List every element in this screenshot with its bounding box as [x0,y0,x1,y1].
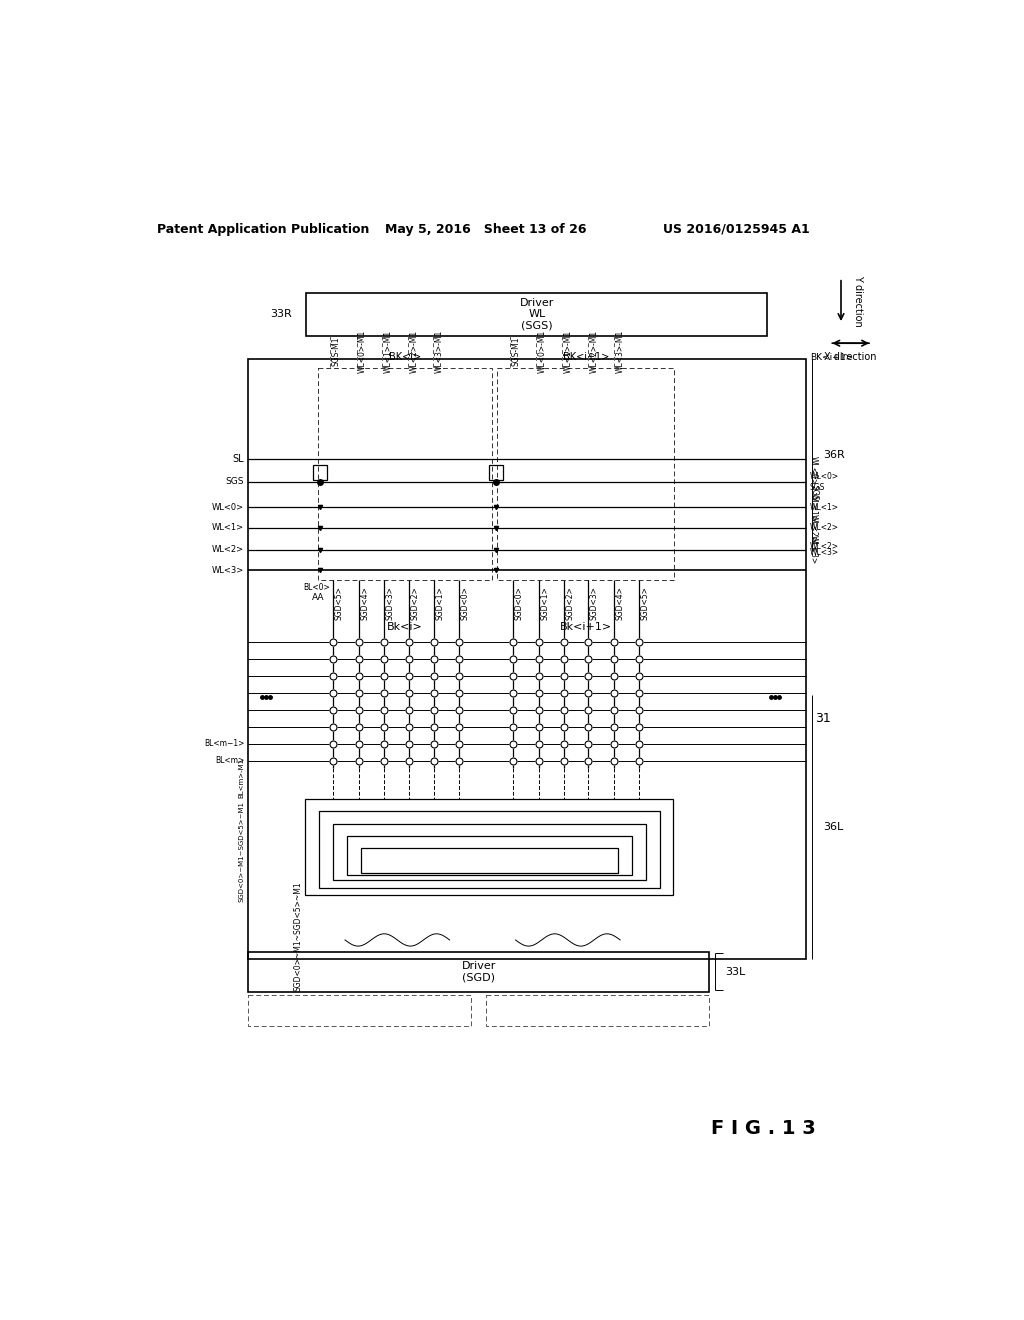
Text: WL<1>: WL<1> [212,524,245,532]
Text: WL<1>-M1: WL<1>-M1 [384,330,393,374]
Text: Driver
WL
(SGS): Driver WL (SGS) [519,298,554,331]
Text: WL<1>: WL<1> [809,492,818,521]
Text: SGD<1>: SGD<1> [541,586,549,620]
Text: BK<i+1>: BK<i+1> [810,352,853,362]
Text: WL<0>-M1: WL<0>-M1 [538,330,547,374]
Text: X direction: X direction [824,352,877,363]
Text: May 5, 2016   Sheet 13 of 26: May 5, 2016 Sheet 13 of 26 [385,223,587,236]
Text: SGD<3>: SGD<3> [385,586,394,620]
Text: SGD<4>: SGD<4> [615,586,625,620]
Text: SGD<0>~M1~SGD<5>~M1: SGD<0>~M1~SGD<5>~M1 [293,882,302,991]
Text: WL<2>-M1: WL<2>-M1 [410,330,419,374]
Text: SGS: SGS [225,478,245,486]
Text: WL<1>-M1: WL<1>-M1 [563,330,572,374]
Text: Driver
(SGD): Driver (SGD) [462,961,496,982]
Text: WL<2>: WL<2> [810,543,839,550]
Text: SGD<2>: SGD<2> [565,586,574,620]
Bar [317,368,493,581]
Text: AA: AA [311,593,324,602]
Text: SGS-M1: SGS-M1 [512,337,520,367]
Bar [313,465,328,480]
Bar [333,825,646,880]
Text: WL<0>: WL<0> [810,473,839,480]
Text: WL<2>: WL<2> [809,513,818,543]
Text: 31: 31 [815,713,831,726]
Text: WL<1>: WL<1> [810,503,839,512]
Text: Bk<i>: Bk<i> [387,622,423,631]
Text: WL<3>-M1: WL<3>-M1 [615,330,625,374]
Text: SGD<0>: SGD<0> [461,586,469,620]
Bar [305,799,673,895]
Text: Bk<i+1>: Bk<i+1> [559,622,611,631]
Text: SGD<4>: SGD<4> [360,586,370,620]
Text: WL<0>: WL<0> [212,503,245,512]
Text: BL<0>: BL<0> [303,582,330,591]
Text: SGD<2>: SGD<2> [410,586,419,620]
Text: WL<0>: WL<0> [809,457,818,486]
Bar [489,465,503,480]
Text: F I G . 1 3: F I G . 1 3 [711,1119,816,1138]
Text: WL<2>-M1: WL<2>-M1 [590,330,599,374]
Bar [248,952,710,991]
Bar [360,849,617,873]
Bar [248,359,806,960]
Text: BK<i>: BK<i> [389,351,421,362]
Text: SGD<1>: SGD<1> [435,586,444,620]
Text: Patent Application Publication: Patent Application Publication [158,223,370,236]
Text: 36L: 36L [823,822,844,832]
Text: Y direction: Y direction [853,275,863,327]
Text: 36R: 36R [823,450,845,459]
Bar [346,836,632,874]
Text: BL<m>: BL<m> [215,756,245,766]
Text: US 2016/0125945 A1: US 2016/0125945 A1 [663,223,810,236]
Bar [306,293,767,335]
Text: SGD<0>: SGD<0> [515,586,523,620]
Text: WL<3>-M1: WL<3>-M1 [435,330,443,374]
Text: 33L: 33L [725,966,745,977]
Text: BL<m−1>: BL<m−1> [204,739,245,748]
Text: SGD<0>~M1~SGD<5>~M1: SGD<0>~M1~SGD<5>~M1 [239,801,245,902]
Text: SGS-M1: SGS-M1 [332,337,341,367]
Text: WL<3>: WL<3> [809,535,818,564]
Text: SGS: SGS [809,484,818,500]
Text: WL<3>: WL<3> [810,548,839,557]
Text: SL: SL [232,454,245,463]
Text: 33R: 33R [270,309,292,319]
Text: WL<3>: WL<3> [212,566,245,574]
Text: SGS: SGS [810,483,825,491]
Text: BK<i+1>: BK<i+1> [562,351,608,362]
Text: SGD<3>: SGD<3> [590,586,599,620]
Text: WL<2>: WL<2> [810,524,839,532]
Text: SGD<5>: SGD<5> [335,586,344,620]
Bar [248,995,471,1026]
Text: WL<0>-M1: WL<0>-M1 [358,330,368,374]
Bar [497,368,675,581]
Text: BL<m>-M1: BL<m>-M1 [239,758,245,799]
Text: WL<2>: WL<2> [212,545,245,554]
Text: SGD<5>: SGD<5> [640,586,649,620]
Bar [486,995,710,1026]
Bar [318,812,659,888]
